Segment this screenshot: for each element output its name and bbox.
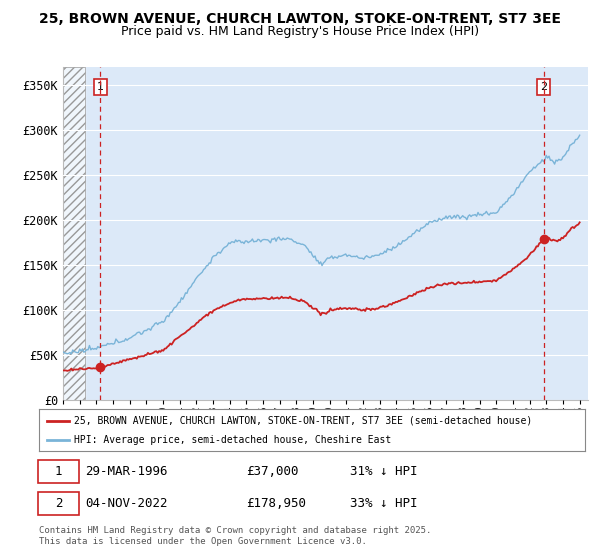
Text: 25, BROWN AVENUE, CHURCH LAWTON, STOKE-ON-TRENT, ST7 3EE (semi-detached house): 25, BROWN AVENUE, CHURCH LAWTON, STOKE-O… bbox=[74, 416, 533, 426]
Text: 04-NOV-2022: 04-NOV-2022 bbox=[85, 497, 168, 510]
Text: Contains HM Land Registry data © Crown copyright and database right 2025.
This d: Contains HM Land Registry data © Crown c… bbox=[39, 526, 431, 546]
Text: 33% ↓ HPI: 33% ↓ HPI bbox=[350, 497, 418, 510]
Text: Price paid vs. HM Land Registry's House Price Index (HPI): Price paid vs. HM Land Registry's House … bbox=[121, 25, 479, 38]
Text: HPI: Average price, semi-detached house, Cheshire East: HPI: Average price, semi-detached house,… bbox=[74, 435, 392, 445]
FancyBboxPatch shape bbox=[38, 492, 79, 515]
Text: 1: 1 bbox=[55, 465, 62, 478]
FancyBboxPatch shape bbox=[38, 460, 79, 483]
Text: 25, BROWN AVENUE, CHURCH LAWTON, STOKE-ON-TRENT, ST7 3EE: 25, BROWN AVENUE, CHURCH LAWTON, STOKE-O… bbox=[39, 12, 561, 26]
Text: 1: 1 bbox=[97, 82, 104, 92]
Text: £37,000: £37,000 bbox=[247, 465, 299, 478]
Text: 2: 2 bbox=[55, 497, 62, 510]
Text: 31% ↓ HPI: 31% ↓ HPI bbox=[350, 465, 418, 478]
Text: 29-MAR-1996: 29-MAR-1996 bbox=[85, 465, 168, 478]
Text: £178,950: £178,950 bbox=[247, 497, 307, 510]
Text: 2: 2 bbox=[540, 82, 547, 92]
